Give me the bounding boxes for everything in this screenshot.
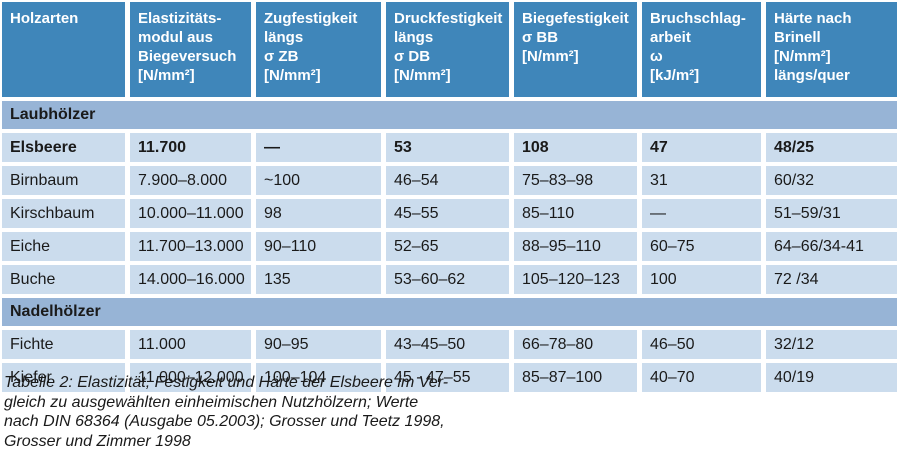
row-label-buche: Buche [2,265,125,294]
table-cell: 47 [642,133,761,162]
table-cell: 45–55 [386,199,509,228]
column-header-haerte: Härte nach Brinell [N/mm²] längs/quer [766,2,897,97]
table-cell: 11.000 [130,330,251,359]
table-cell: 45 - 47–55 [386,363,509,392]
table-cell: 108 [514,133,637,162]
column-header-druckfestigkeit: Druckfestigkeit längs σ DB [N/mm²] [386,2,509,97]
table-cell: 14.000–16.000 [130,265,251,294]
table-cell: — [256,133,381,162]
table-cell: 90–110 [256,232,381,261]
table-cell: 10.000–11.000 [130,199,251,228]
section-header-nadelhoelzer: Nadelhölzer [2,298,897,326]
row-label-fichte: Fichte [2,330,125,359]
table-cell: ~100 [256,166,381,195]
table-cell: 53–60–62 [386,265,509,294]
table-cell: 7.900–8.000 [130,166,251,195]
table-cell: 11.700 [130,133,251,162]
row-label-birnbaum: Birnbaum [2,166,125,195]
table-cell: 48/25 [766,133,897,162]
table-cell: 72 /34 [766,265,897,294]
table-cell: 100–104 [256,363,381,392]
row-label-elsbeere: Elsbeere [2,133,125,162]
table-cell: 66–78–80 [514,330,637,359]
table-cell: 85–87–100 [514,363,637,392]
table-cell: 31 [642,166,761,195]
column-header-holzarten: Holzarten [2,2,125,97]
table-cell: 51–59/31 [766,199,897,228]
table-cell: 32/12 [766,330,897,359]
table-cell: 105–120–123 [514,265,637,294]
table-cell: 40/19 [766,363,897,392]
column-header-elastizitaetsmodul: Elastizitäts- modul aus Biegeversuch [N/… [130,2,251,97]
column-header-bruchschlagarbeit: Bruchschlag- arbeit ω [kJ/m²] [642,2,761,97]
table-cell: 64–66/34-41 [766,232,897,261]
table-caption: Tabelle 2: Elastizität, Festigkeit und H… [4,374,449,450]
table-cell: 90–95 [256,330,381,359]
table-cell: 11.700–13.000 [130,232,251,261]
table-cell: 46–54 [386,166,509,195]
table-cell: 88–95–110 [514,232,637,261]
table-cell: 135 [256,265,381,294]
table-cell: 98 [256,199,381,228]
column-header-zugfestigkeit: Zugfestigkeit längs σ ZB [N/mm²] [256,2,381,97]
table-cell: 60/32 [766,166,897,195]
table-cell: 53 [386,133,509,162]
table-cell: 60–75 [642,232,761,261]
row-label-kiefer: Kiefer [2,363,125,392]
row-label-eiche: Eiche [2,232,125,261]
table-cell: 75–83–98 [514,166,637,195]
column-header-biegefestigkeit: Biegefestigkeit σ BB [N/mm²] [514,2,637,97]
wood-properties-table: Holzarten Elastizitäts- modul aus Biegev… [2,2,897,392]
row-label-kirschbaum: Kirschbaum [2,199,125,228]
table-cell: 52–65 [386,232,509,261]
table-cell: 40–70 [642,363,761,392]
table-cell: 43–45–50 [386,330,509,359]
section-header-laubhoelzer: Laubhölzer [2,101,897,129]
table-cell: 11.000–12.000 [130,363,251,392]
table-cell: 85–110 [514,199,637,228]
table-cell: — [642,199,761,228]
table-cell: 100 [642,265,761,294]
table-cell: 46–50 [642,330,761,359]
